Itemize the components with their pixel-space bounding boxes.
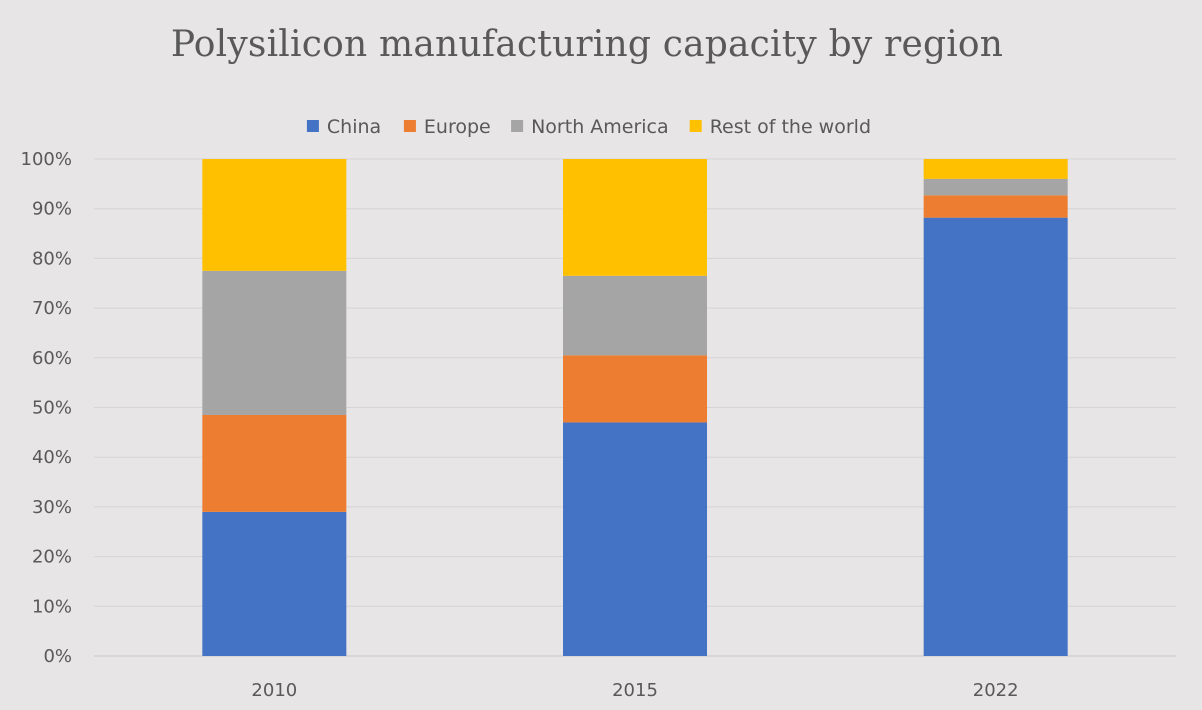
bar-china-2010: [202, 511, 347, 656]
legend-swatch-europe: [403, 120, 416, 132]
bar-china-2015: [563, 422, 707, 656]
chart-title: Polysilicon manufacturing capacity by re…: [170, 24, 1004, 65]
bar-rest-of-the-world-2010: [202, 159, 347, 271]
y-tick-label: 30%: [32, 497, 72, 518]
y-tick-label: 60%: [32, 348, 72, 369]
y-tick-label: 50%: [32, 398, 72, 419]
legend-swatch-north-america: [511, 120, 524, 132]
y-tick-label: 90%: [32, 199, 72, 220]
bar-europe-2022: [923, 195, 1068, 218]
legend-swatch-rest-of-the-world: [689, 120, 702, 132]
legend-label-china: China: [327, 116, 381, 138]
x-tick-label: 2022: [973, 680, 1019, 701]
bar-rest-of-the-world-2015: [563, 159, 707, 276]
bar-rest-of-the-world-2022: [923, 159, 1068, 179]
legend-swatch-china: [306, 120, 319, 132]
legend-label-europe: Europe: [424, 116, 491, 138]
bar-north-america-2015: [563, 275, 707, 356]
x-tick-label: 2010: [251, 680, 297, 701]
legend-label-north-america: North America: [531, 116, 669, 138]
y-tick-label: 20%: [32, 547, 72, 568]
y-tick-label: 0%: [43, 646, 72, 667]
bar-europe-2010: [202, 414, 347, 512]
bar-north-america-2010: [202, 270, 347, 415]
y-tick-label: 80%: [32, 248, 72, 269]
y-tick-label: 40%: [32, 447, 72, 468]
bar-china-2022: [923, 217, 1068, 656]
y-tick-label: 70%: [32, 298, 72, 319]
y-tick-label: 100%: [21, 149, 72, 170]
bar-north-america-2022: [923, 178, 1068, 196]
x-tick-label: 2015: [612, 680, 658, 701]
bar-europe-2015: [563, 355, 707, 423]
legend-label-rest-of-the-world: Rest of the world: [710, 116, 871, 138]
y-tick-label: 10%: [32, 596, 72, 617]
